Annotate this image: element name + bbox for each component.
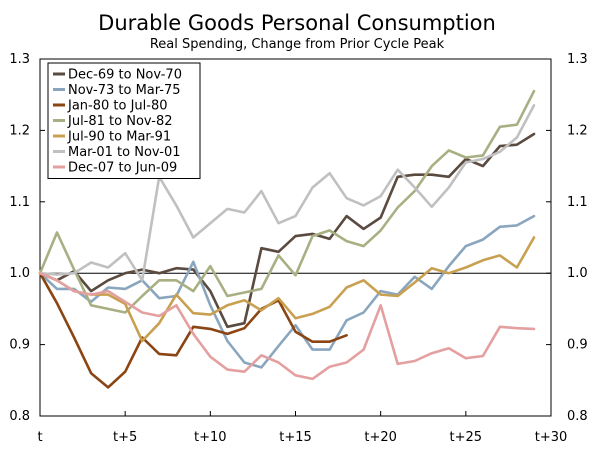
y-tick-label-left: 1.1 — [9, 195, 30, 210]
y-tick-label-left: 1.0 — [9, 266, 30, 281]
chart-subtitle: Real Spending, Change from Prior Cycle P… — [150, 37, 445, 52]
series-line-4 — [38, 89, 536, 314]
legend-entry: Dec-07 to Jun-09 — [68, 161, 177, 176]
series-line-2 — [38, 214, 536, 369]
chart-title: Durable Goods Personal Consumption — [98, 11, 496, 35]
x-tick-label: t+15 — [279, 430, 312, 445]
y-tick-label-left: 0.9 — [9, 338, 30, 353]
x-tick-label: t+20 — [364, 430, 397, 445]
legend-box — [47, 62, 201, 179]
x-tick-label: t+30 — [535, 430, 568, 445]
y-tick-label-right: 1.1 — [567, 195, 588, 210]
legend-entry: Jul-81 to Nov-82 — [67, 114, 173, 129]
y-tick-label-left: 0.8 — [9, 409, 30, 424]
legend-entry: Mar-01 to Nov-01 — [68, 145, 181, 160]
legend-entry: Jul-90 to Mar-91 — [67, 130, 171, 145]
series-line-5 — [38, 236, 536, 343]
x-tick-label: t — [37, 430, 42, 445]
series-line-1 — [38, 132, 536, 329]
y-tick-label-right: 0.8 — [567, 409, 588, 424]
legend-entry: Nov-73 to Mar-75 — [68, 83, 181, 98]
legend-entry: Dec-69 to Nov-70 — [68, 68, 182, 83]
y-tick-label-left: 1.2 — [9, 123, 30, 138]
axes: 0.8 0.8 0.9 0.9 1.0 1.0 1.1 1.1 1.2 1.2 1.3 1.3 t t+5… — [9, 52, 587, 445]
series-line-3 — [38, 271, 348, 389]
y-tick-label-right: 1.0 — [567, 266, 588, 281]
y-tick-label-right: 1.3 — [567, 52, 588, 67]
series-line-7 — [38, 271, 536, 381]
legend-entry: Jan-80 to Jul-80 — [67, 99, 168, 114]
x-tick-label: t+10 — [194, 430, 227, 445]
series-lines — [38, 89, 536, 389]
y-tick-label-right: 1.2 — [567, 123, 588, 138]
y-tick-label-right: 0.9 — [567, 338, 588, 353]
y-tick-label-left: 1.3 — [9, 52, 30, 67]
series-line-6 — [38, 104, 536, 282]
x-tick-label: t+5 — [113, 430, 137, 445]
x-tick-label: t+25 — [450, 430, 483, 445]
